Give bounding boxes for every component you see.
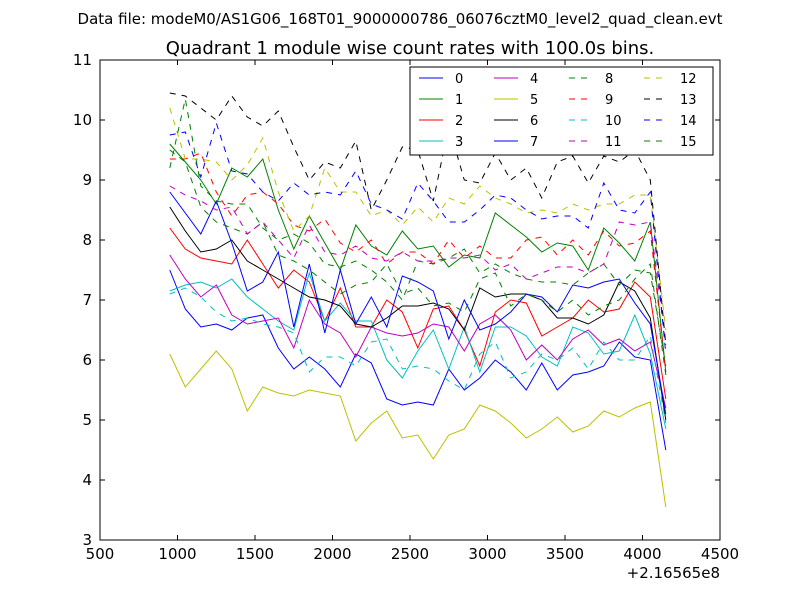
legend-label-0: 0 — [455, 72, 463, 87]
x-tick-label: 3500 — [546, 545, 584, 563]
legend-box — [409, 66, 714, 156]
legend-label-10: 10 — [605, 114, 622, 129]
series-line-15 — [169, 98, 667, 367]
chart-title: Quadrant 1 module wise count rates with … — [166, 38, 655, 59]
legend-label-5: 5 — [530, 93, 538, 108]
series-line-11 — [169, 185, 667, 346]
legend-label-8: 8 — [605, 72, 613, 87]
series-line-7 — [169, 191, 667, 415]
y-tick-label: 11 — [73, 51, 92, 69]
legend-label-4: 4 — [530, 72, 538, 87]
series-line-9 — [169, 152, 667, 373]
legend-label-14: 14 — [680, 114, 697, 129]
x-tick-label: 2500 — [391, 545, 429, 563]
data-file-title: Data file: modeM0/AS1G06_168T01_90000007… — [78, 10, 723, 29]
x-tick-label: 2000 — [313, 545, 351, 563]
y-tick-label: 9 — [82, 171, 92, 189]
axis-ticks: 500 1000 1500 2000 2500 3000 3500 4000 4500 3 4 5 6 7… — [73, 51, 739, 563]
legend-label-1: 1 — [455, 93, 463, 108]
y-tick-label: 10 — [73, 111, 92, 129]
legend-label-15: 15 — [680, 135, 697, 150]
y-tick-label: 8 — [82, 231, 92, 249]
x-tick-label: 4000 — [623, 545, 661, 563]
series-line-2 — [169, 227, 667, 400]
x-tick-label: 1000 — [158, 545, 196, 563]
series-line-1 — [169, 143, 667, 373]
x-tick-label: 4500 — [701, 545, 739, 563]
x-tick-label: 500 — [86, 545, 115, 563]
y-tick-label: 7 — [82, 291, 92, 309]
series-line-14 — [169, 121, 667, 355]
y-tick-label: 5 — [82, 411, 92, 429]
y-tick-label: 4 — [82, 471, 92, 489]
legend-label-2: 2 — [455, 114, 463, 129]
legend-label-9: 9 — [605, 93, 613, 108]
series-line-10 — [169, 287, 667, 424]
legend-label-11: 11 — [605, 135, 622, 150]
x-offset-label: +2.16565e8 — [627, 564, 720, 582]
series-line-3 — [169, 271, 667, 430]
x-tick-label: 1500 — [236, 545, 274, 563]
series-line-6 — [169, 206, 667, 421]
series-line-0 — [169, 269, 667, 451]
y-tick-label: 3 — [82, 531, 92, 549]
legend-label-13: 13 — [680, 93, 697, 108]
series-line-4 — [169, 254, 667, 409]
legend-label-12: 12 — [680, 72, 697, 87]
series-line-5 — [169, 350, 667, 508]
x-tick-label: 3000 — [468, 545, 506, 563]
legend-label-6: 6 — [530, 114, 538, 129]
legend-label-3: 3 — [455, 135, 463, 150]
y-tick-label: 6 — [82, 351, 92, 369]
legend-label-7: 7 — [530, 135, 538, 150]
series-layer — [169, 92, 667, 508]
